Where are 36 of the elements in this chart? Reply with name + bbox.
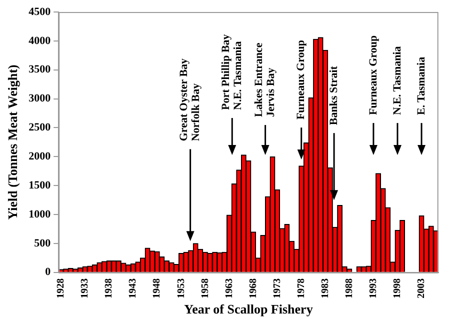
- x-tick-label: 1973: [272, 278, 283, 298]
- y-tick-label: 0: [45, 266, 52, 278]
- x-axis-title: Year of Scallop Fishery: [184, 302, 314, 317]
- x-tick-label: 1983: [320, 278, 331, 298]
- x-tick-label: 1963: [224, 278, 235, 298]
- x-tick-label: 2003: [416, 278, 428, 298]
- y-tick-label: 4000: [28, 34, 52, 47]
- x-tick-label: 1933: [80, 278, 91, 298]
- x-tick-label: 1948: [152, 278, 163, 298]
- annotation: Lakes Entrance Jervis Bay: [253, 42, 278, 117]
- annotation: Banks Strait: [328, 66, 340, 126]
- y-tick-label: 3500: [28, 64, 52, 76]
- x-tick-label: 1978: [296, 278, 307, 298]
- y-tick-label: 1500: [28, 179, 52, 192]
- annotation: Port Phillip Bay N.E. Tasmania: [220, 34, 244, 110]
- annotation: Furneaux Group: [295, 40, 308, 120]
- x-tick-label: 1943: [128, 278, 139, 298]
- y-axis-title: Yield (Tonnes Meat Weight): [5, 64, 20, 220]
- x-tick-label: 1998: [392, 278, 404, 298]
- x-tick-label: 1928: [56, 278, 67, 298]
- x-tick-label: 1968: [248, 278, 259, 298]
- annotation: E. Tasmania: [415, 56, 428, 115]
- y-tick-label: 4500: [28, 6, 52, 18]
- y-tick-label: 2500: [28, 122, 52, 134]
- x-tick-label: 1993: [368, 278, 380, 298]
- annotation: Furneaux Group: [367, 35, 380, 115]
- y-tick-label: 500: [34, 237, 52, 250]
- annotation: Great Oyster Bay Norfolk Bay: [178, 58, 202, 142]
- x-tick-label: 1988: [344, 278, 355, 298]
- annotation: N.E. Tasmania: [391, 46, 404, 115]
- x-tick-label: 1953: [176, 278, 187, 298]
- y-tick-label: 1000: [28, 208, 52, 220]
- x-tick-label: 1958: [200, 278, 211, 298]
- y-tick-label: 2000: [28, 150, 52, 163]
- x-tick-label: 1938: [104, 278, 115, 298]
- y-tick-label: 3000: [28, 92, 52, 105]
